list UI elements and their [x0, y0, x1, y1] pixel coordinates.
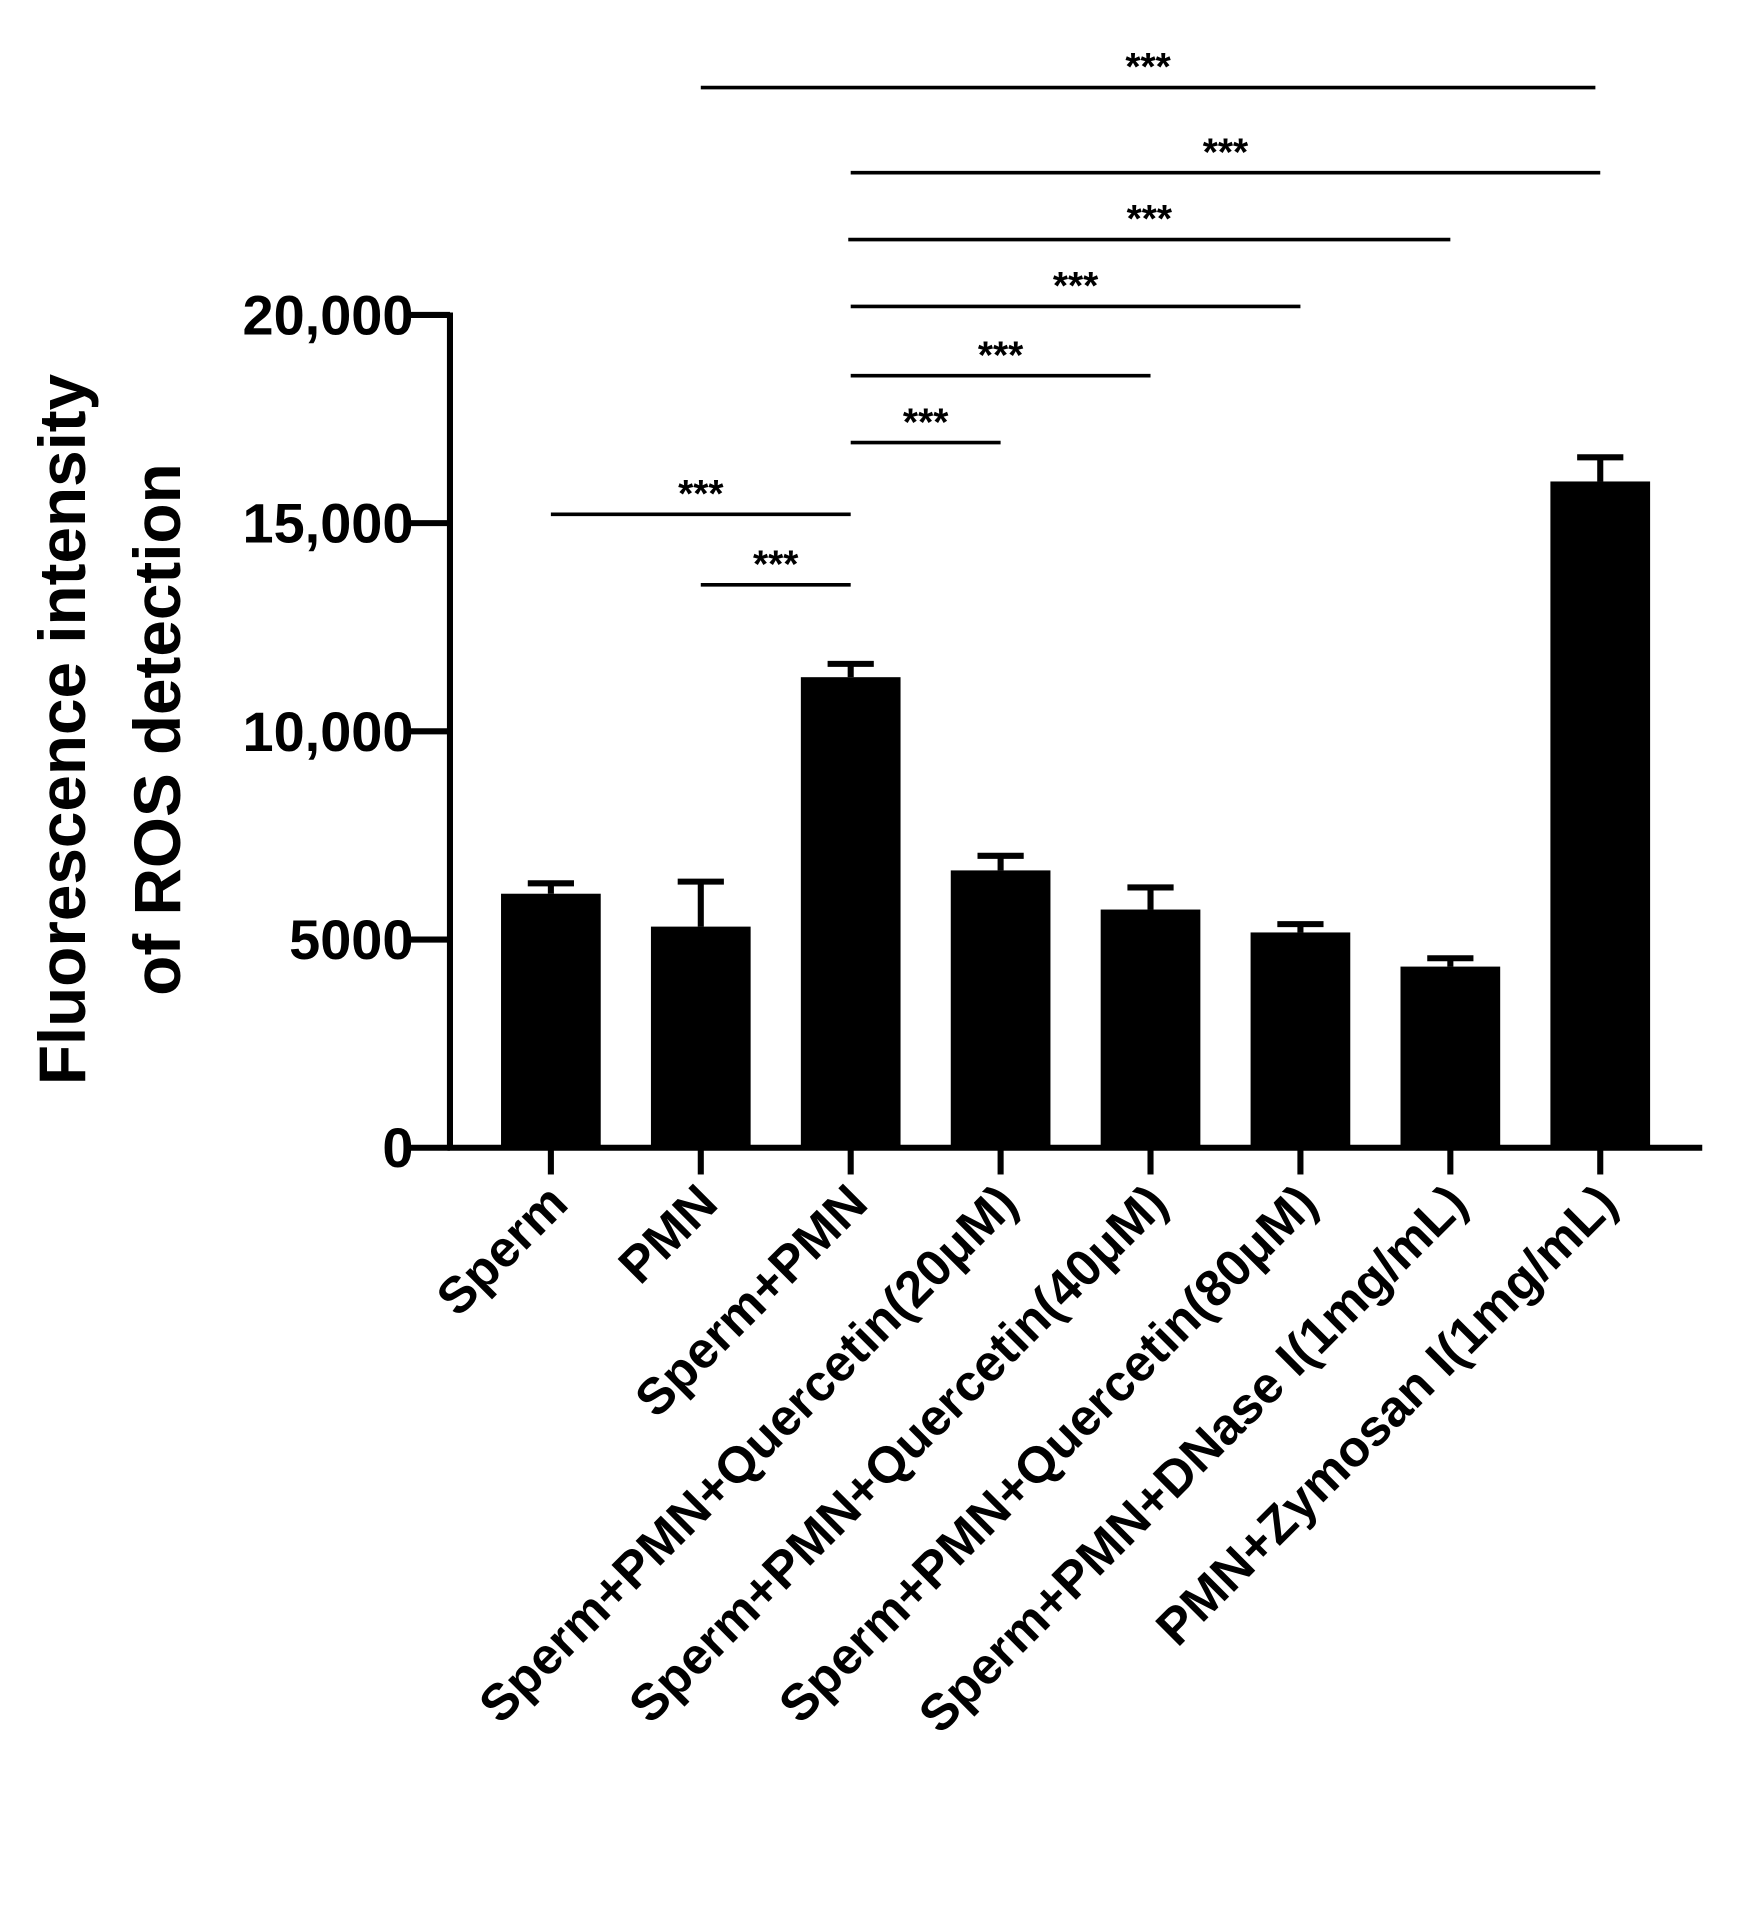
- x-tick-label: Sperm+PMN+Quercetin(80μM): [768, 1174, 1328, 1734]
- y-axis-title-line: of ROS detection: [121, 463, 194, 995]
- error-bar: [827, 660, 874, 678]
- y-tick-label: 0: [382, 1116, 413, 1179]
- bar: [1100, 909, 1201, 1148]
- y-axis-title: Fluorescence intensity of ROS detection: [26, 373, 194, 1085]
- bar: [650, 926, 751, 1148]
- y-tick-label: 15,000: [242, 492, 413, 555]
- significance-label: ***: [753, 544, 799, 587]
- y-tick-label: 5000: [289, 908, 413, 971]
- bar: [1250, 932, 1351, 1148]
- bar: [1400, 966, 1501, 1148]
- error-bar: [527, 880, 574, 894]
- bar: [800, 677, 901, 1148]
- significance-label: ***: [1125, 46, 1171, 89]
- bar: [501, 893, 601, 1148]
- error-bar: [1577, 454, 1624, 482]
- y-tick-label: 20,000: [242, 283, 413, 346]
- x-tick-label: Sperm+PMN+DNase I(1mg/mL): [908, 1174, 1478, 1744]
- error-bar: [677, 878, 724, 927]
- error-bar: [1127, 884, 1174, 910]
- significance-label: ***: [678, 473, 724, 516]
- y-tick-label: 10,000: [242, 700, 413, 763]
- significance-label: ***: [903, 401, 949, 444]
- error-bar: [1427, 955, 1474, 967]
- significance-label: ***: [978, 334, 1024, 377]
- bar: [1550, 481, 1651, 1148]
- bar: [950, 870, 1051, 1148]
- significance-label: ***: [1053, 265, 1099, 308]
- x-tick-label: Sperm: [425, 1174, 578, 1327]
- significance-label: ***: [1203, 131, 1249, 174]
- error-bar: [1277, 921, 1324, 933]
- error-bar: [977, 852, 1024, 871]
- x-tick-label: PMN: [608, 1174, 729, 1295]
- significance-label: ***: [1127, 198, 1173, 241]
- y-axis-title-line: Fluorescence intensity: [26, 373, 99, 1085]
- x-tick-label: Sperm+PMN+Quercetin(20μM): [468, 1174, 1028, 1734]
- x-tick-label: Sperm+PMN+Quercetin(40μM): [618, 1174, 1178, 1734]
